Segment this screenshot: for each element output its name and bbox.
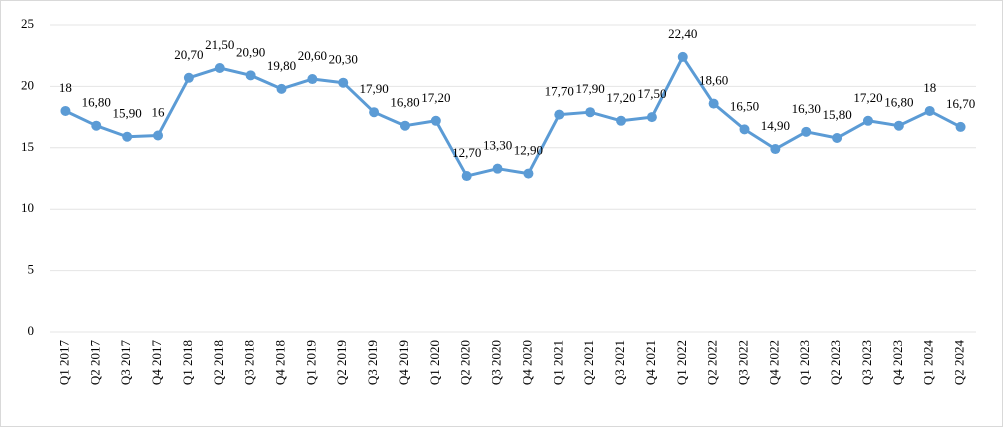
data-label: 14,90 — [761, 118, 790, 133]
x-tick-label: Q3 2017 — [118, 340, 133, 386]
data-label: 17,90 — [576, 81, 605, 96]
point — [430, 115, 441, 126]
data-label: 17,20 — [421, 90, 450, 105]
data-label: 12,90 — [514, 143, 543, 158]
point — [276, 83, 287, 94]
data-label: 20,60 — [298, 48, 327, 63]
data-label: 17,70 — [545, 84, 574, 99]
data-label: 21,50 — [205, 37, 234, 52]
x-tick-label: Q2 2020 — [458, 340, 473, 385]
data-label: 12,70 — [452, 145, 481, 160]
point — [338, 77, 349, 88]
x-tick-label: Q3 2021 — [612, 340, 627, 385]
data-label: 22,40 — [668, 26, 697, 41]
point — [153, 130, 164, 141]
point — [214, 62, 225, 73]
data-label: 16,80 — [390, 95, 419, 110]
point — [461, 171, 472, 182]
point — [585, 107, 596, 118]
data-label: 16,70 — [946, 96, 975, 111]
y-tick-label: 25 — [21, 16, 34, 31]
point — [554, 109, 565, 120]
point — [245, 70, 256, 81]
data-label: 16,50 — [730, 98, 759, 113]
x-tick-label: Q1 2024 — [921, 340, 936, 386]
x-tick-label: Q3 2023 — [859, 340, 874, 385]
point — [862, 115, 873, 126]
data-label: 16 — [152, 105, 166, 120]
data-label: 15,80 — [822, 107, 851, 122]
data-label: 20,90 — [236, 44, 265, 59]
x-tick-label: Q1 2023 — [797, 340, 812, 385]
x-tick-label: Q2 2019 — [334, 340, 349, 385]
y-tick-label: 10 — [21, 200, 34, 215]
x-tick-label: Q2 2018 — [211, 340, 226, 385]
point — [122, 131, 133, 142]
data-label: 16,30 — [792, 101, 821, 116]
y-tick-label: 20 — [21, 77, 34, 92]
x-tick-label: Q1 2021 — [550, 340, 565, 385]
x-tick-label: Q4 2022 — [766, 340, 781, 385]
x-tick-label: Q4 2020 — [519, 340, 534, 385]
point — [708, 98, 719, 109]
point — [677, 51, 688, 62]
point — [770, 144, 781, 155]
x-tick-label: Q3 2020 — [489, 340, 504, 385]
y-tick-label: 5 — [28, 262, 35, 277]
line — [64, 55, 962, 178]
data-label: 17,20 — [853, 90, 882, 105]
x-tick-label: Q4 2023 — [890, 340, 905, 385]
x-tick-label: Q2 2023 — [828, 340, 843, 385]
point — [801, 126, 812, 137]
x-tick-label: Q4 2019 — [396, 340, 411, 385]
point — [91, 120, 102, 131]
x-tick-label: Q1 2019 — [303, 340, 318, 385]
data-label: 18,60 — [699, 73, 728, 88]
x-tick-label: Q1 2018 — [180, 340, 195, 385]
data-label: 17,20 — [606, 90, 635, 105]
x-tick-label: Q3 2019 — [365, 340, 380, 385]
point — [307, 74, 318, 85]
point — [893, 120, 904, 131]
data-label: 16,80 — [82, 95, 111, 110]
point — [60, 105, 71, 116]
data-label: 20,30 — [329, 52, 358, 67]
x-tick-label: Q1 2020 — [427, 340, 442, 385]
point — [616, 115, 627, 126]
point — [832, 132, 843, 143]
point — [399, 120, 410, 131]
data-label: 17,50 — [637, 86, 666, 101]
data-label: 15,90 — [113, 106, 142, 121]
x-tick-label: Q2 2022 — [705, 340, 720, 385]
x-tick-label: Q2 2024 — [952, 340, 967, 386]
point — [369, 107, 380, 118]
x-tick-label: Q3 2022 — [735, 340, 750, 385]
data-label: 16,80 — [884, 95, 913, 110]
point — [739, 124, 750, 135]
point — [646, 112, 657, 123]
x-tick-label: Q1 2017 — [56, 340, 71, 386]
data-label: 20,70 — [174, 47, 203, 62]
data-label: 19,80 — [267, 58, 296, 73]
data-label: 17,90 — [359, 81, 388, 96]
x-tick-label: Q2 2017 — [87, 340, 102, 386]
data-label: 18 — [59, 80, 72, 95]
x-tick-label: Q1 2022 — [674, 340, 689, 385]
x-tick-label: Q4 2017 — [149, 340, 164, 386]
point — [492, 163, 503, 174]
point — [955, 121, 966, 132]
y-tick-label: 15 — [21, 139, 34, 154]
x-tick-label: Q4 2021 — [643, 340, 658, 385]
point — [523, 168, 534, 179]
x-tick-label: Q2 2021 — [581, 340, 596, 385]
data-label: 13,30 — [483, 138, 512, 153]
x-tick-label: Q3 2018 — [242, 340, 257, 385]
data-label: 18 — [923, 80, 936, 95]
point — [924, 105, 935, 116]
point — [183, 72, 194, 83]
x-tick-label: Q4 2018 — [272, 340, 287, 385]
y-tick-label: 0 — [28, 323, 35, 338]
